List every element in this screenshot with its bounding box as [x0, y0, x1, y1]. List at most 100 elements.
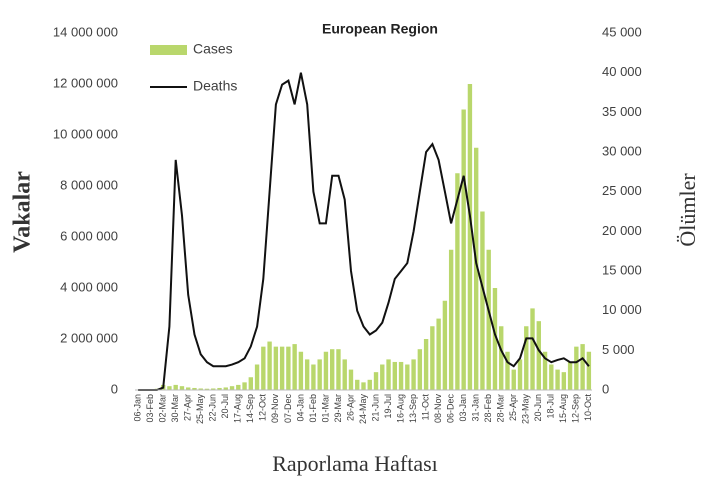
- x-tick-label: 16-Aug: [395, 394, 405, 423]
- x-tick-label: 15-Aug: [558, 394, 568, 423]
- y2-tick-label: 15 000: [602, 262, 642, 277]
- bar: [574, 346, 579, 390]
- x-tick-label: 26-Apr: [345, 394, 355, 421]
- bar: [423, 339, 429, 390]
- bar: [367, 379, 372, 390]
- bar: [411, 359, 416, 390]
- bar: [198, 388, 203, 390]
- bar: [448, 249, 454, 390]
- x-tick-label: 19-Jul: [383, 394, 393, 419]
- bar: [511, 369, 516, 390]
- x-tick-label: 22-Jun: [208, 394, 218, 422]
- bar: [330, 349, 335, 390]
- bar: [355, 379, 360, 390]
- y-axis-label: Vakalar: [10, 171, 36, 253]
- x-tick-label: 07-Dec: [283, 394, 293, 424]
- bar: [211, 388, 216, 390]
- line: [138, 72, 590, 391]
- bar: [555, 369, 560, 390]
- bar: [417, 349, 423, 390]
- bar: [436, 318, 441, 390]
- x-tick-label: 28-Feb: [483, 394, 493, 423]
- bar: [167, 386, 172, 390]
- bar: [261, 346, 266, 390]
- bar: [323, 351, 329, 390]
- x-tick-label: 06-Dec: [446, 394, 456, 424]
- y2-tick-label: 20 000: [602, 223, 642, 238]
- x-tick-label: 04-Jan: [295, 394, 305, 422]
- y2-tick-label: 5 000: [602, 342, 635, 357]
- x-tick-label: 25-Apr: [508, 394, 518, 421]
- bar: [586, 351, 592, 390]
- bar: [204, 388, 210, 390]
- x-tick-label: 12-Oct: [258, 394, 268, 422]
- bar: [298, 351, 304, 390]
- x-tick-label: 09-Nov: [270, 394, 280, 424]
- x-tick-label: 11-Oct: [420, 394, 430, 421]
- bar: [267, 341, 272, 390]
- bar: [361, 382, 366, 390]
- bar: [530, 308, 535, 390]
- x-tick-label: 20-Jul: [220, 394, 230, 419]
- y-tick-label: 14 000 000: [53, 24, 118, 39]
- bar: [524, 326, 529, 390]
- bar: [223, 387, 228, 390]
- bar: [342, 359, 347, 390]
- bar: [499, 326, 504, 390]
- x-tick-label: 31-Jan: [471, 394, 481, 422]
- y-tick-label: 4 000 000: [60, 279, 118, 294]
- x-tick-label: 12-Sep: [571, 394, 581, 423]
- x-tick-label: 02-Mar: [158, 394, 168, 423]
- bar: [380, 364, 385, 390]
- bar: [517, 359, 523, 390]
- bar: [461, 109, 466, 390]
- y2-tick-label: 40 000: [602, 64, 642, 79]
- bar: [286, 346, 291, 390]
- bar: [405, 364, 410, 390]
- bar: [567, 361, 573, 390]
- x-tick-label: 28-Mar: [496, 394, 506, 423]
- bar: [192, 387, 197, 390]
- bar: [254, 364, 260, 390]
- legend-label: Cases: [193, 41, 233, 57]
- y-tick-label: 0: [111, 381, 118, 396]
- bar: [561, 372, 567, 390]
- y-tick-label: 12 000 000: [53, 75, 118, 90]
- x-axis-label: Raporlama Haftası: [272, 451, 438, 476]
- x-tick-label: 03-Jan: [458, 394, 468, 422]
- x-tick-label: 24-May: [358, 394, 368, 425]
- bar: [542, 351, 548, 390]
- bar: [242, 382, 247, 390]
- bar: [473, 147, 479, 390]
- x-tick-label: 29-Mar: [333, 394, 343, 423]
- y-tick-label: 8 000 000: [60, 177, 118, 192]
- x-tick-label: 23-May: [521, 394, 531, 425]
- y-tick-label: 10 000 000: [53, 126, 118, 141]
- y2-tick-label: 25 000: [602, 183, 642, 198]
- bar: [311, 364, 316, 390]
- bar: [373, 372, 379, 390]
- bar: [229, 386, 235, 390]
- y2-tick-label: 30 000: [602, 143, 642, 158]
- bar: [442, 300, 448, 390]
- x-tick-label: 14-Sep: [245, 394, 255, 423]
- bar: [455, 173, 460, 390]
- bar: [392, 361, 397, 390]
- y2-axis-label: Ölümler: [675, 173, 700, 247]
- bar: [336, 349, 341, 390]
- bar: [480, 211, 485, 390]
- y2-tick-label: 0: [602, 381, 609, 396]
- y2-tick-label: 45 000: [602, 24, 642, 39]
- bar: [486, 249, 491, 390]
- bar: [279, 346, 285, 390]
- bar: [304, 359, 310, 390]
- x-tick-label: 13-Sep: [408, 394, 418, 423]
- bar: [186, 387, 191, 390]
- chart-title: European Region: [322, 21, 438, 37]
- y2-tick-label: 10 000: [602, 302, 642, 317]
- x-tick-label: 10-Oct: [583, 394, 593, 422]
- x-tick-label: 25-May: [195, 394, 205, 425]
- x-tick-label: 01-Feb: [308, 394, 318, 423]
- bar: [217, 387, 222, 390]
- bar: [236, 384, 241, 390]
